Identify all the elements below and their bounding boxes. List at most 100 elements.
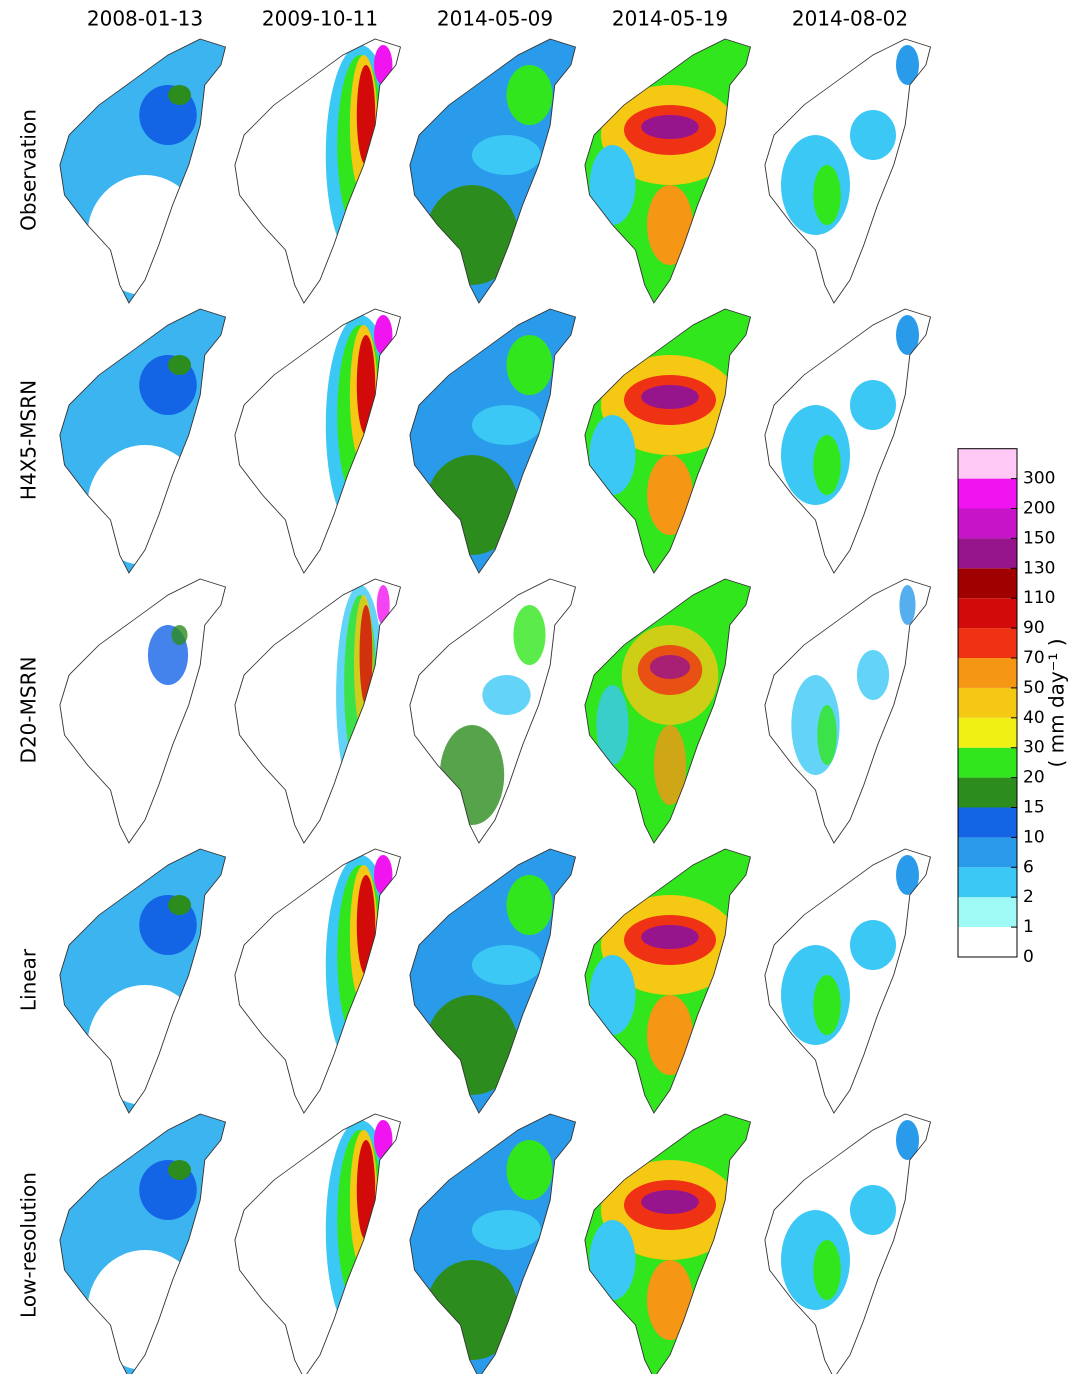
rain-field [758,1110,942,1374]
rain-field [758,35,942,315]
rain-field [53,1110,237,1374]
rain-blob [357,1140,375,1240]
rain-blob [88,985,203,1105]
rain-blob [896,855,919,895]
colorbar-tick-label: 30 [1023,738,1045,758]
rain-blob [374,45,392,85]
map-panel [228,845,412,1125]
map-panel [53,845,237,1125]
rain-field [758,845,942,1125]
rain-field [228,575,412,855]
map-panel [403,1110,587,1374]
colorbar-tick-label: 10 [1023,827,1045,847]
colorbar-band [958,718,1017,748]
colorbar-tick-label: 15 [1023,798,1045,818]
rain-blob [813,435,841,495]
rain-blob [654,725,686,805]
rain-blob [590,1220,636,1300]
rain-blob [647,455,693,535]
rain-field [758,305,942,585]
row-label: D20-MSRN [17,657,41,764]
rain-field [228,305,412,585]
rain-blob [360,605,373,705]
rain-field [53,575,237,855]
colorbar-band [958,688,1017,718]
colorbar-band [958,808,1017,838]
colorbar-band [958,837,1017,867]
rain-field [578,845,762,1125]
rain-blob [168,355,191,375]
rain-blob [374,315,392,355]
rain-blob [507,1140,553,1200]
rain-blob [850,920,896,970]
rain-field [228,1110,412,1374]
rain-field [578,305,762,585]
row-label: Low-resolution [17,1172,41,1318]
rain-blob [817,705,836,765]
rain-blob [507,65,553,125]
rain-field [228,845,412,1125]
rain-field [403,305,587,585]
rain-blob [168,1160,191,1180]
rain-blob [357,875,375,975]
map-panel [53,575,237,855]
map-panel [403,575,587,855]
figure: 01261015203040507090110130150200300( mm … [0,0,1078,1374]
map-grid [53,35,942,1374]
map-panel [403,35,587,315]
colorbar-band [958,897,1017,927]
colorbar-band [958,867,1017,897]
rain-blob [472,945,541,985]
rain-blob [88,175,203,295]
row-label: Observation [17,109,41,231]
rain-blob [850,1185,896,1235]
column-title: 2008-01-13 [87,7,203,31]
colorbar-band [958,748,1017,778]
colorbar-tick-label: 130 [1023,558,1055,578]
map-panel [578,1110,762,1374]
rain-blob [440,725,504,825]
map-panel [228,305,412,585]
colorbar-band [958,479,1017,509]
rain-field [403,845,587,1125]
colorbar-band [958,658,1017,688]
rain-blob [850,110,896,160]
rain-field [403,575,587,855]
rain-field [53,35,237,315]
colorbar-band [958,509,1017,539]
row-label: Linear [17,948,41,1011]
map-panel [758,305,942,585]
rain-blob [850,380,896,430]
rain-field [578,35,762,315]
rain-blob [896,1120,919,1160]
rain-blob [896,315,919,355]
map-panel [758,575,942,855]
rain-blob [641,115,699,139]
map-panel [758,35,942,315]
map-panel [53,305,237,585]
colorbar-tick-label: 90 [1023,618,1045,638]
rain-blob [507,335,553,395]
rain-field [578,575,762,855]
colorbar-band [958,778,1017,808]
colorbar-band [958,598,1017,628]
rain-field [53,845,237,1125]
colorbar-tick-label: 40 [1023,708,1045,728]
column-title: 2009-10-11 [262,7,378,31]
rain-blob [899,585,915,625]
colorbar-band [958,568,1017,598]
map-panel [578,35,762,315]
rain-blob [590,415,636,495]
rain-blob [88,445,203,565]
rain-blob [596,685,628,765]
map-panel [228,35,412,315]
colorbar-tick-label: 110 [1023,588,1055,608]
rain-blob [472,135,541,175]
rain-blob [647,995,693,1075]
rain-blob [426,185,518,285]
map-panel [403,305,587,585]
rain-blob [813,975,841,1035]
rain-blob [896,45,919,85]
colorbar-band [958,449,1017,479]
colorbar-band [958,628,1017,658]
